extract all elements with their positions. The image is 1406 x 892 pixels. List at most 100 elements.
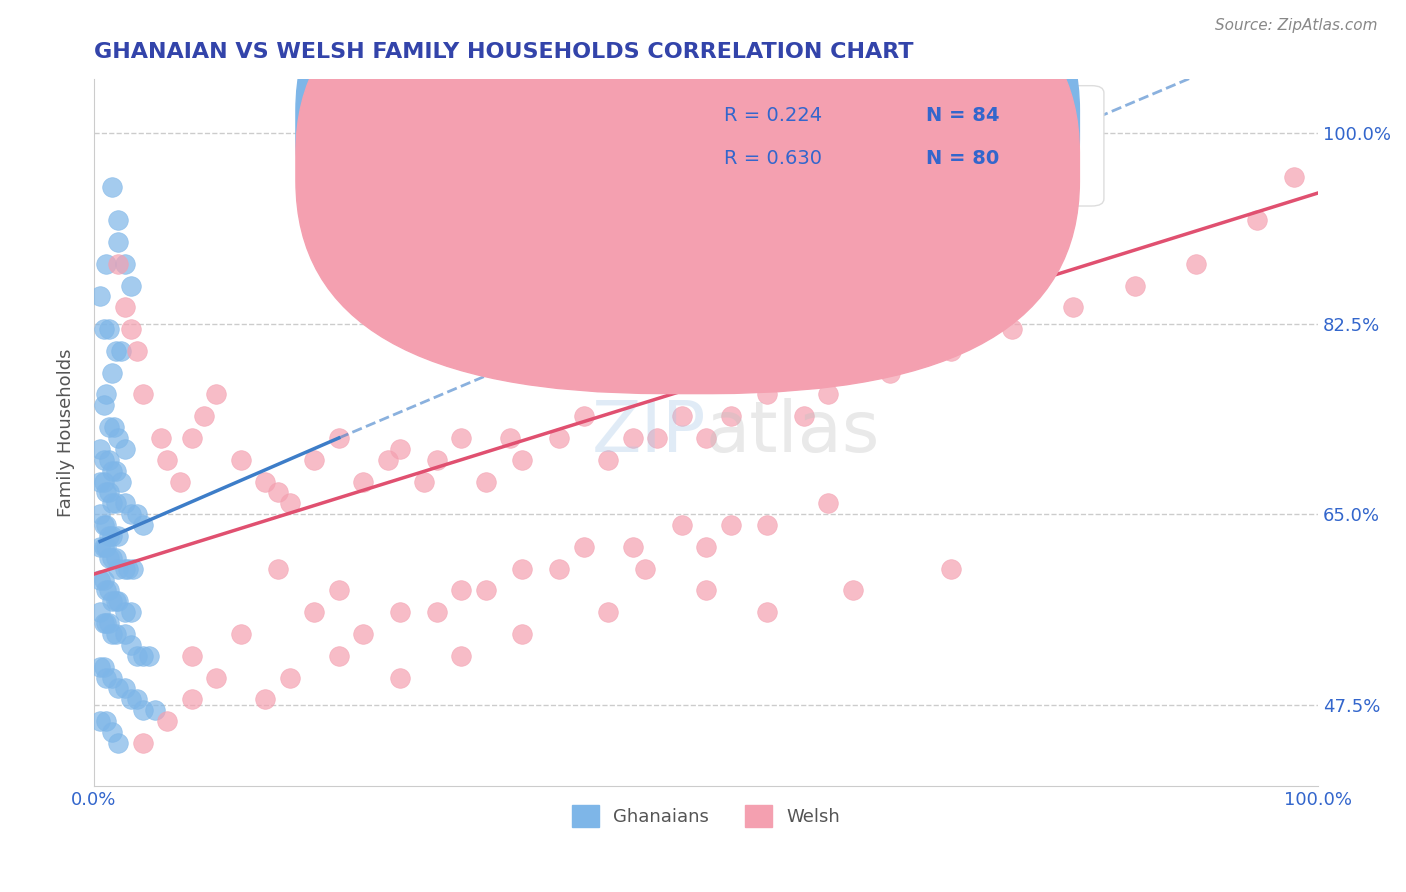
Point — [96, 616, 118, 631]
Point — [266, 485, 288, 500]
Point — [107, 681, 129, 696]
Point — [756, 387, 779, 401]
Point — [120, 322, 142, 336]
Point — [132, 387, 155, 401]
Point — [388, 605, 411, 619]
Point — [499, 431, 522, 445]
Point — [114, 257, 136, 271]
Point — [114, 627, 136, 641]
Point — [180, 648, 202, 663]
Point — [93, 616, 115, 631]
Point — [97, 485, 120, 500]
Point — [879, 366, 901, 380]
Point — [101, 366, 124, 380]
Point — [114, 605, 136, 619]
Legend: Ghanaians, Welsh: Ghanaians, Welsh — [564, 797, 848, 834]
Point — [101, 180, 124, 194]
Text: ZIP: ZIP — [592, 398, 706, 467]
Point — [572, 409, 595, 424]
Point — [180, 692, 202, 706]
Point — [107, 529, 129, 543]
Point — [89, 540, 111, 554]
Point — [377, 452, 399, 467]
Point — [101, 529, 124, 543]
Point — [150, 431, 173, 445]
Point — [817, 496, 839, 510]
Point — [229, 452, 252, 467]
Point — [352, 475, 374, 489]
Point — [695, 540, 717, 554]
Point — [254, 475, 277, 489]
Point — [328, 583, 350, 598]
Point — [110, 475, 132, 489]
FancyBboxPatch shape — [638, 86, 1104, 206]
Text: GHANAIAN VS WELSH FAMILY HOUSEHOLDS CORRELATION CHART: GHANAIAN VS WELSH FAMILY HOUSEHOLDS CORR… — [94, 42, 914, 62]
Point — [1246, 213, 1268, 227]
Point — [97, 420, 120, 434]
Point — [96, 518, 118, 533]
Point — [104, 550, 127, 565]
Point — [93, 573, 115, 587]
Point — [101, 496, 124, 510]
Point — [107, 562, 129, 576]
Point — [793, 409, 815, 424]
Point — [114, 496, 136, 510]
Point — [104, 496, 127, 510]
Point — [125, 692, 148, 706]
Point — [720, 409, 742, 424]
Point — [89, 573, 111, 587]
Point — [107, 736, 129, 750]
Point — [93, 540, 115, 554]
Point — [939, 562, 962, 576]
Point — [304, 605, 326, 619]
FancyBboxPatch shape — [295, 0, 1080, 393]
Point — [101, 464, 124, 478]
Point — [89, 289, 111, 303]
Point — [107, 235, 129, 249]
Point — [756, 518, 779, 533]
Point — [93, 518, 115, 533]
Point — [120, 692, 142, 706]
Point — [97, 583, 120, 598]
Point — [548, 431, 571, 445]
Point — [107, 213, 129, 227]
Point — [93, 452, 115, 467]
Point — [97, 529, 120, 543]
Point — [93, 398, 115, 412]
Point — [621, 431, 644, 445]
Point — [671, 518, 693, 533]
Point — [1062, 301, 1084, 315]
Point — [328, 648, 350, 663]
Point — [89, 507, 111, 521]
Text: N = 80: N = 80 — [927, 149, 1000, 168]
Point — [143, 703, 166, 717]
Point — [634, 562, 657, 576]
Y-axis label: Family Households: Family Households — [58, 348, 75, 516]
Point — [180, 431, 202, 445]
Point — [114, 681, 136, 696]
Point — [107, 257, 129, 271]
Point — [89, 714, 111, 728]
Point — [229, 627, 252, 641]
Point — [96, 714, 118, 728]
Point — [125, 507, 148, 521]
Point — [114, 562, 136, 576]
Point — [120, 605, 142, 619]
Point — [122, 562, 145, 576]
Point — [1123, 278, 1146, 293]
Point — [598, 452, 620, 467]
Point — [97, 616, 120, 631]
Point — [1184, 257, 1206, 271]
Point — [97, 322, 120, 336]
Point — [756, 605, 779, 619]
Point — [96, 540, 118, 554]
Text: R = 0.224: R = 0.224 — [724, 106, 823, 125]
Point — [254, 692, 277, 706]
Point — [598, 605, 620, 619]
Point — [93, 322, 115, 336]
Point — [96, 671, 118, 685]
Point — [89, 442, 111, 456]
Point — [120, 278, 142, 293]
Point — [842, 583, 865, 598]
Point — [474, 583, 496, 598]
